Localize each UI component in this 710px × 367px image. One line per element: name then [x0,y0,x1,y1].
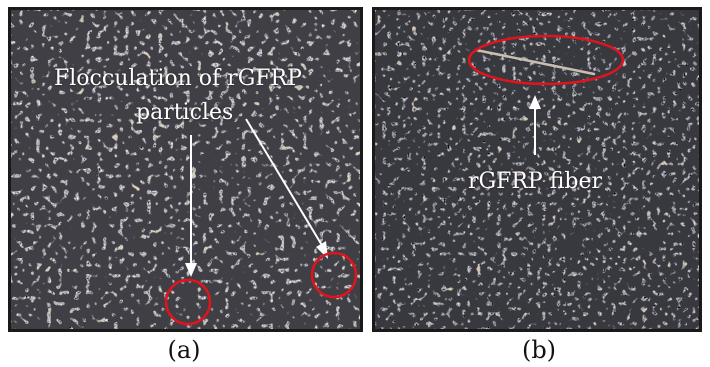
annotation-a-line1: Flocculation of rGFRP [54,66,302,91]
highlight-ellipse-b [467,34,625,86]
highlight-circle-a-right [310,251,358,299]
annotation-b: rGFRP fiber [468,169,603,194]
rgfrp-fiber [474,48,596,76]
caption-b: (b) [521,336,557,364]
concrete-specimen-a [8,7,363,332]
panel-b-photo: rGFRP fiber [372,7,702,332]
annotation-a-line2: particles [136,100,234,125]
arrow-b-up [529,95,541,155]
panel-a-photo: Flocculation of rGFRP particles [8,7,363,332]
caption-a: (a) [167,336,201,364]
arrow-a-left [185,135,197,277]
highlight-circle-a-left [164,278,212,326]
concrete-specimen-b [372,7,702,332]
